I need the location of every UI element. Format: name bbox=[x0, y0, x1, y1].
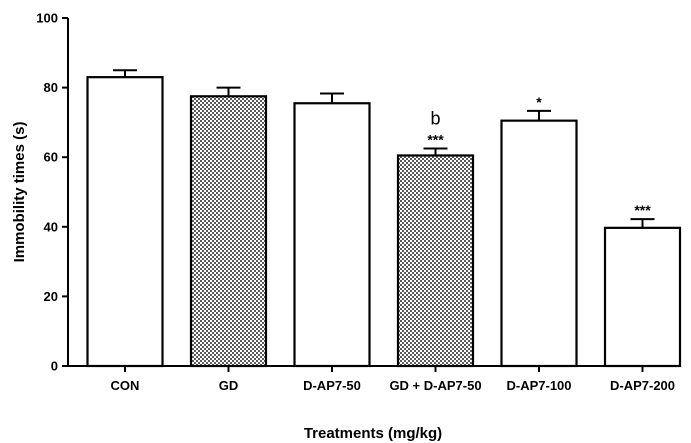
bars: ***b**** bbox=[86, 69, 682, 368]
y-tick-label-40: 40 bbox=[44, 219, 58, 234]
bar-2 bbox=[293, 102, 371, 368]
category-label-3: GD + D-AP7-50 bbox=[389, 378, 481, 393]
x-axis-categories: CON GD D-AP7-50 GD + D-AP7-50 D-AP7-100 D-AP7… bbox=[111, 366, 675, 393]
significance-label-3: *** bbox=[427, 132, 444, 148]
bar-3 bbox=[396, 154, 475, 368]
bar-5 bbox=[603, 226, 682, 368]
y-tick-label-60: 60 bbox=[44, 150, 58, 165]
significance-label-5: *** bbox=[634, 202, 651, 218]
x-axis-title: Treatments (mg/kg) bbox=[304, 425, 442, 442]
category-label-2: D-AP7-50 bbox=[303, 378, 361, 393]
y-axis-ticks: 0 20 40 60 80 100 bbox=[36, 11, 68, 374]
category-label-4: D-AP7-100 bbox=[506, 378, 571, 393]
significance-label-4: * bbox=[536, 94, 542, 110]
category-label-0: CON bbox=[111, 378, 140, 393]
category-label-1: GD bbox=[219, 378, 239, 393]
letter-label-3: b bbox=[430, 109, 440, 129]
bar-1 bbox=[189, 95, 268, 368]
category-label-5: D-AP7-200 bbox=[610, 378, 675, 393]
y-tick-label-100: 100 bbox=[36, 11, 58, 26]
bar-4 bbox=[500, 119, 578, 368]
bar-0 bbox=[86, 76, 164, 368]
y-axis-title: Immobility times (s) bbox=[11, 122, 28, 263]
y-tick-label-80: 80 bbox=[44, 80, 58, 95]
y-tick-label-20: 20 bbox=[44, 289, 58, 304]
y-tick-label-0: 0 bbox=[51, 359, 58, 374]
